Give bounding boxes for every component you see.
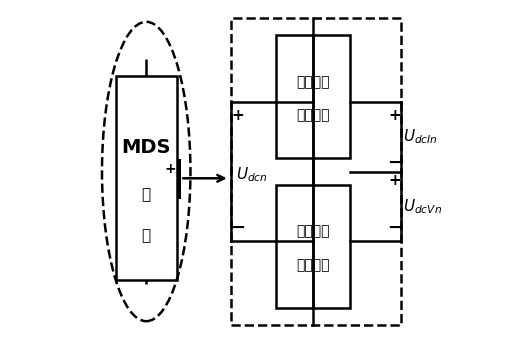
Text: $U_{dcn}$: $U_{dcn}$ (236, 166, 268, 184)
Text: 电压源型: 电压源型 (296, 75, 330, 89)
Text: +: + (388, 108, 401, 123)
FancyBboxPatch shape (116, 76, 177, 280)
FancyBboxPatch shape (276, 185, 351, 308)
Text: +: + (232, 108, 245, 123)
Text: −: − (387, 218, 402, 237)
Text: 端: 端 (142, 187, 151, 202)
Text: 电流源型: 电流源型 (296, 225, 330, 239)
Text: −: − (387, 154, 402, 172)
FancyBboxPatch shape (231, 19, 401, 324)
Text: +: + (164, 162, 176, 176)
Text: −: − (231, 218, 246, 237)
Text: +: + (388, 173, 401, 188)
Text: MDS: MDS (121, 138, 171, 157)
Text: $U_{dcIn}$: $U_{dcIn}$ (403, 127, 438, 146)
Text: 换流单元: 换流单元 (296, 258, 330, 272)
FancyBboxPatch shape (276, 35, 351, 158)
Text: 口: 口 (142, 228, 151, 243)
Text: $U_{dcVn}$: $U_{dcVn}$ (403, 197, 442, 216)
Text: 换流单元: 换流单元 (296, 108, 330, 122)
